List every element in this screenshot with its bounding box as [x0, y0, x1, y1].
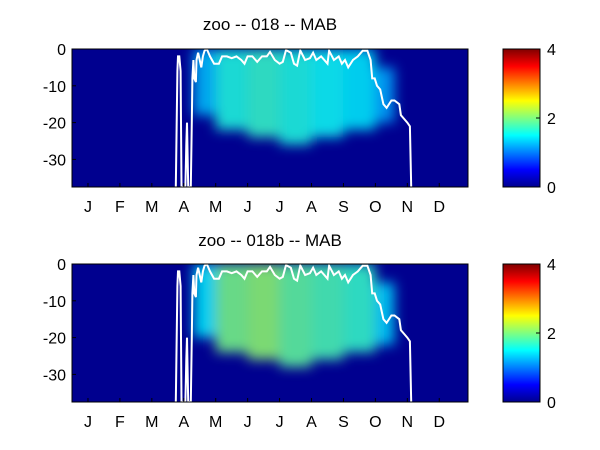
colorbar-gradient	[502, 263, 541, 403]
colorbar-gradient	[502, 48, 541, 188]
colorbar-tick-label: 2	[547, 326, 556, 343]
colorbar-tick-label: 0	[547, 395, 556, 412]
y-tick-label: -20	[43, 116, 66, 133]
y-tick-label: 0	[57, 257, 66, 274]
x-tick-label: J	[276, 199, 284, 216]
x-tick-label: J	[84, 414, 92, 431]
intensity-cell	[215, 264, 248, 353]
x-tick-label: F	[115, 414, 125, 431]
plot-frame	[71, 263, 469, 403]
intensity-cell	[247, 264, 280, 360]
x-tick-label: S	[338, 414, 349, 431]
x-tick-label: A	[306, 414, 317, 431]
intensity-cell	[279, 49, 312, 145]
x-tick-label: M	[145, 414, 158, 431]
y-tick-label: 0	[57, 42, 66, 59]
chart-title: zoo -- 018 -- MAB	[203, 15, 337, 34]
y-tick-label: -30	[43, 367, 66, 384]
y-tick-label: -20	[43, 331, 66, 348]
y-tick-label: -10	[43, 294, 66, 311]
contour-line	[174, 264, 413, 402]
colorbar-tick-label: 4	[547, 257, 556, 274]
y-tick-label: -10	[43, 79, 66, 96]
chart-title: zoo -- 018b -- MAB	[198, 231, 342, 250]
intensity-cell	[247, 49, 280, 138]
intensity-cell	[279, 264, 312, 368]
x-tick-label: A	[178, 414, 189, 431]
colorbar-tick-label: 4	[547, 42, 556, 59]
panel-2: zoo -- 018b -- MAB 0 -10 -20 -30 J F M A M J J A S O…	[43, 231, 556, 431]
x-tick-label: J	[244, 199, 252, 216]
intensity-cell	[193, 49, 216, 116]
x-tick-label: M	[209, 199, 222, 216]
x-tick-label: O	[369, 199, 381, 216]
x-tick-label: D	[433, 414, 445, 431]
x-tick-label: N	[402, 199, 414, 216]
x-tick-label: A	[178, 199, 189, 216]
contour-line	[174, 49, 413, 187]
intensity-cell	[375, 282, 395, 345]
x-tick-label: N	[402, 414, 414, 431]
x-tick-label: S	[338, 199, 349, 216]
x-tick-label: A	[306, 199, 317, 216]
y-tick-label: -30	[43, 152, 66, 169]
colorbar-tick-label: 2	[547, 111, 556, 128]
intensity-cell	[375, 67, 395, 123]
colorbar: 0 2 4	[502, 42, 556, 197]
x-tick-label: M	[209, 414, 222, 431]
x-tick-label: J	[84, 199, 92, 216]
colorbar: 0 2 4	[502, 257, 556, 412]
intensity-cell	[193, 264, 216, 338]
x-tick-label: O	[369, 414, 381, 431]
heatmap	[72, 49, 468, 187]
x-tick-label: D	[433, 199, 445, 216]
colorbar-tick-label: 0	[547, 180, 556, 197]
x-tick-label: J	[276, 414, 284, 431]
x-tick-label: M	[145, 199, 158, 216]
plot-frame	[71, 48, 469, 188]
x-tick-label: J	[244, 414, 252, 431]
heatmap	[72, 264, 468, 402]
panel-1: zoo -- 018 -- MAB 0 -10 -20 -30 J F M A M J J A S O N…	[43, 15, 556, 216]
x-tick-label: F	[115, 199, 125, 216]
